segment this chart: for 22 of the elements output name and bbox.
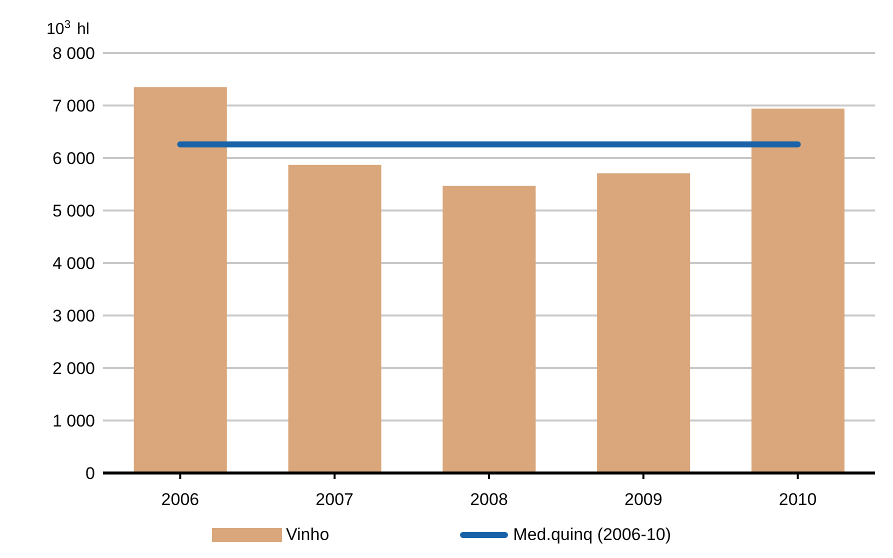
x-tick-label: 2007 <box>316 490 354 510</box>
y-tick-label: 5 000 <box>52 202 95 221</box>
y-tick-label: 4 000 <box>52 254 95 274</box>
bar <box>597 173 690 473</box>
x-tick-label: 2006 <box>161 490 200 510</box>
y-tick-label: 8 000 <box>52 44 95 64</box>
y-tick-label: 2 000 <box>52 359 95 378</box>
x-tick-label: 2010 <box>778 490 817 510</box>
y-axis-title: 10$^{3}$ hl <box>46 19 90 38</box>
x-tick-label: 2009 <box>624 490 662 510</box>
bar <box>751 108 844 473</box>
y-tick-label: 0 <box>86 464 95 484</box>
y-tick-label: 7 000 <box>52 96 95 116</box>
bar <box>442 186 536 473</box>
y-tick-label: 1 000 <box>52 412 95 431</box>
bar <box>288 164 382 473</box>
y-tick-label: 6 000 <box>52 149 95 168</box>
y-tick-label: 3 000 <box>52 306 95 326</box>
x-tick-label: 2008 <box>470 490 508 510</box>
legend-label: Vinho <box>286 525 330 545</box>
bar <box>134 87 227 473</box>
legend-label: Med.quinq (2006-10) <box>513 525 671 545</box>
